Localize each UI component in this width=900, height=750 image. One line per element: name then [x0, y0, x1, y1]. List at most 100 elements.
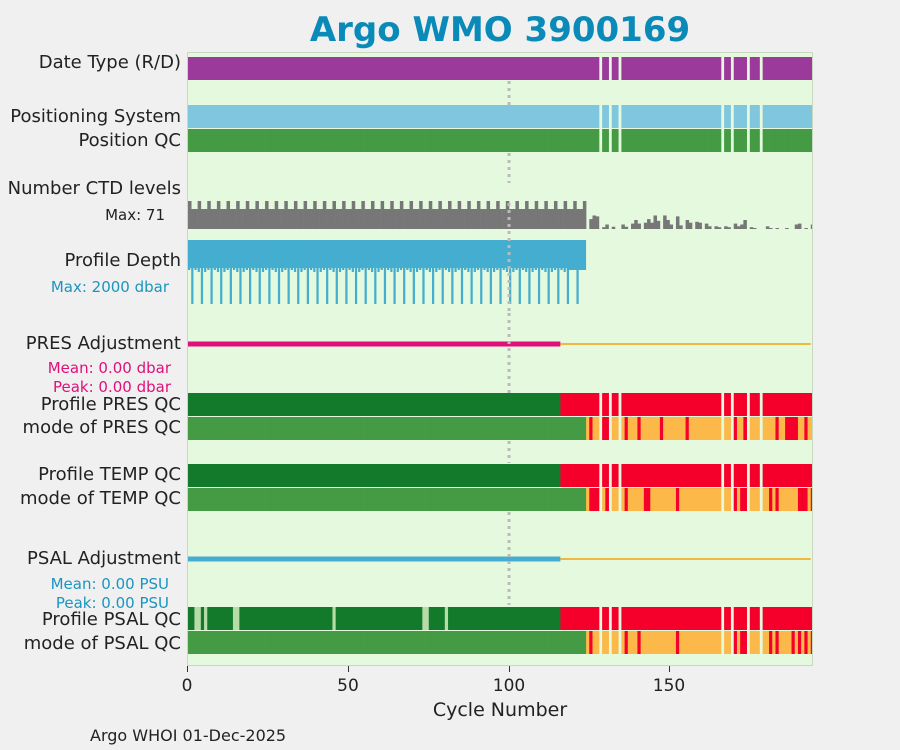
mode-pres-qc-segment	[261, 417, 266, 440]
profile-psal-qc-segment	[778, 607, 783, 630]
profile-depth-bar	[509, 240, 512, 304]
mode-psal-qc-segment	[255, 631, 260, 654]
mode-temp-qc-segment	[210, 488, 215, 511]
profile-pres-qc-segment	[743, 393, 747, 416]
profile-pres-qc-segment	[714, 393, 719, 416]
mode-temp-qc-segment	[669, 488, 674, 511]
profile-temp-qc-segment	[708, 464, 712, 487]
profile-temp-qc-segment	[579, 464, 584, 487]
mode-temp-qc-segment	[438, 488, 443, 511]
profile-pres-qc-segment	[335, 393, 340, 416]
ctd-level-bar	[663, 215, 667, 229]
ctd-level-bar	[724, 226, 728, 229]
ctd-level-bar	[444, 209, 449, 229]
mode-pres-qc-segment	[692, 417, 696, 440]
profile-psal-qc-segment	[499, 607, 504, 630]
profile-pres-qc-segment	[425, 393, 430, 416]
profile-temp-qc-segment	[297, 464, 301, 487]
mode-pres-qc-segment	[701, 417, 706, 440]
profile-pres-qc-segment	[698, 393, 703, 416]
position-qc-segment	[531, 129, 536, 152]
ctd-level-bar	[409, 201, 414, 229]
profile-temp-qc-segment	[717, 464, 722, 487]
data-type-segment	[711, 57, 715, 80]
mode-pres-qc-segment	[326, 417, 330, 440]
profile-pres-qc-segment	[717, 393, 722, 416]
ctd-level-bar	[547, 209, 552, 229]
ctd-level-bar	[804, 228, 808, 229]
profile-psal-qc-segment	[724, 607, 728, 630]
profile-pres-qc-segment	[303, 393, 308, 416]
profile-pres-qc-segment	[213, 393, 218, 416]
profile-psal-qc-segment	[711, 607, 715, 630]
profile-psal-qc-segment	[428, 607, 433, 630]
positioning-system-segment	[557, 105, 561, 128]
profile-depth-bar	[448, 240, 451, 272]
mode-psal-qc-segment	[550, 631, 555, 654]
position-qc-segment	[541, 129, 545, 152]
profile-psal-qc-segment	[563, 607, 568, 630]
ctd-level-bar	[621, 224, 625, 229]
mode-psal-qc-segment	[207, 631, 211, 654]
data-type-segment	[541, 57, 545, 80]
mode-temp-qc-segment	[293, 488, 298, 511]
profile-pres-qc-segment	[239, 393, 243, 416]
mode-temp-qc-segment	[727, 488, 731, 511]
mode-psal-qc-segment	[393, 631, 398, 654]
position-qc-segment	[345, 129, 349, 152]
profile-temp-qc-segment	[521, 464, 526, 487]
position-qc-segment	[354, 129, 359, 152]
profile-psal-qc-segment	[342, 607, 346, 630]
mode-pres-qc-segment	[226, 417, 231, 440]
profile-temp-qc-segment	[419, 464, 423, 487]
profile-depth-bar	[188, 240, 191, 270]
ctd-level-bar	[464, 209, 468, 229]
profile-temp-qc-segment	[778, 464, 783, 487]
profile-temp-qc-segment	[650, 464, 654, 487]
position-qc-segment	[576, 129, 581, 152]
positioning-system-segment	[213, 105, 218, 128]
mode-psal-qc-segment	[714, 631, 719, 654]
mode-temp-qc-segment	[486, 488, 491, 511]
profile-temp-qc-segment	[576, 464, 581, 487]
profile-pres-qc-segment	[467, 393, 471, 416]
mode-psal-qc-segment	[515, 631, 520, 654]
ctd-level-bar	[576, 209, 580, 229]
profile-temp-qc-segment	[592, 464, 597, 487]
position-qc-segment	[489, 129, 494, 152]
mode-psal-qc-segment	[688, 631, 693, 654]
profile-psal-qc-segment	[322, 607, 327, 630]
profile-depth-bar	[512, 240, 515, 272]
profile-psal-qc-segment	[191, 607, 195, 630]
profile-psal-qc-segment	[480, 607, 484, 630]
position-qc-segment	[537, 129, 542, 152]
profile-pres-qc-segment	[342, 393, 346, 416]
position-qc-segment	[563, 129, 568, 152]
mode-psal-qc-segment	[441, 631, 446, 654]
profile-psal-qc-segment	[303, 607, 308, 630]
ctd-level-bar	[300, 209, 304, 229]
mode-psal-qc-segment	[274, 631, 279, 654]
profile-psal-qc-segment	[377, 607, 382, 630]
ctd-level-bar	[666, 219, 670, 229]
profile-psal-qc-segment	[794, 607, 799, 630]
profile-pres-qc-segment	[444, 393, 449, 416]
mode-temp-qc-segment	[637, 488, 642, 511]
profile-pres-qc-segment	[460, 393, 465, 416]
profile-depth-bar	[390, 240, 393, 272]
positioning-system-segment	[675, 105, 680, 128]
mode-psal-qc-segment	[679, 631, 683, 654]
ctd-level-bar	[290, 209, 295, 229]
profile-psal-qc-segment	[733, 607, 738, 630]
profile-depth-bar	[335, 240, 338, 304]
data-type-segment	[640, 57, 645, 80]
mode-psal-qc-segment	[785, 631, 789, 654]
mode-pres-qc-segment	[534, 417, 539, 440]
positioning-system-segment	[399, 105, 404, 128]
mode-temp-qc-segment	[419, 488, 423, 511]
position-qc-segment	[557, 129, 561, 152]
profile-depth-bar	[191, 240, 194, 304]
profile-depth-bar	[563, 240, 566, 272]
profile-temp-qc-segment	[399, 464, 404, 487]
profile-psal-qc-segment	[698, 607, 703, 630]
